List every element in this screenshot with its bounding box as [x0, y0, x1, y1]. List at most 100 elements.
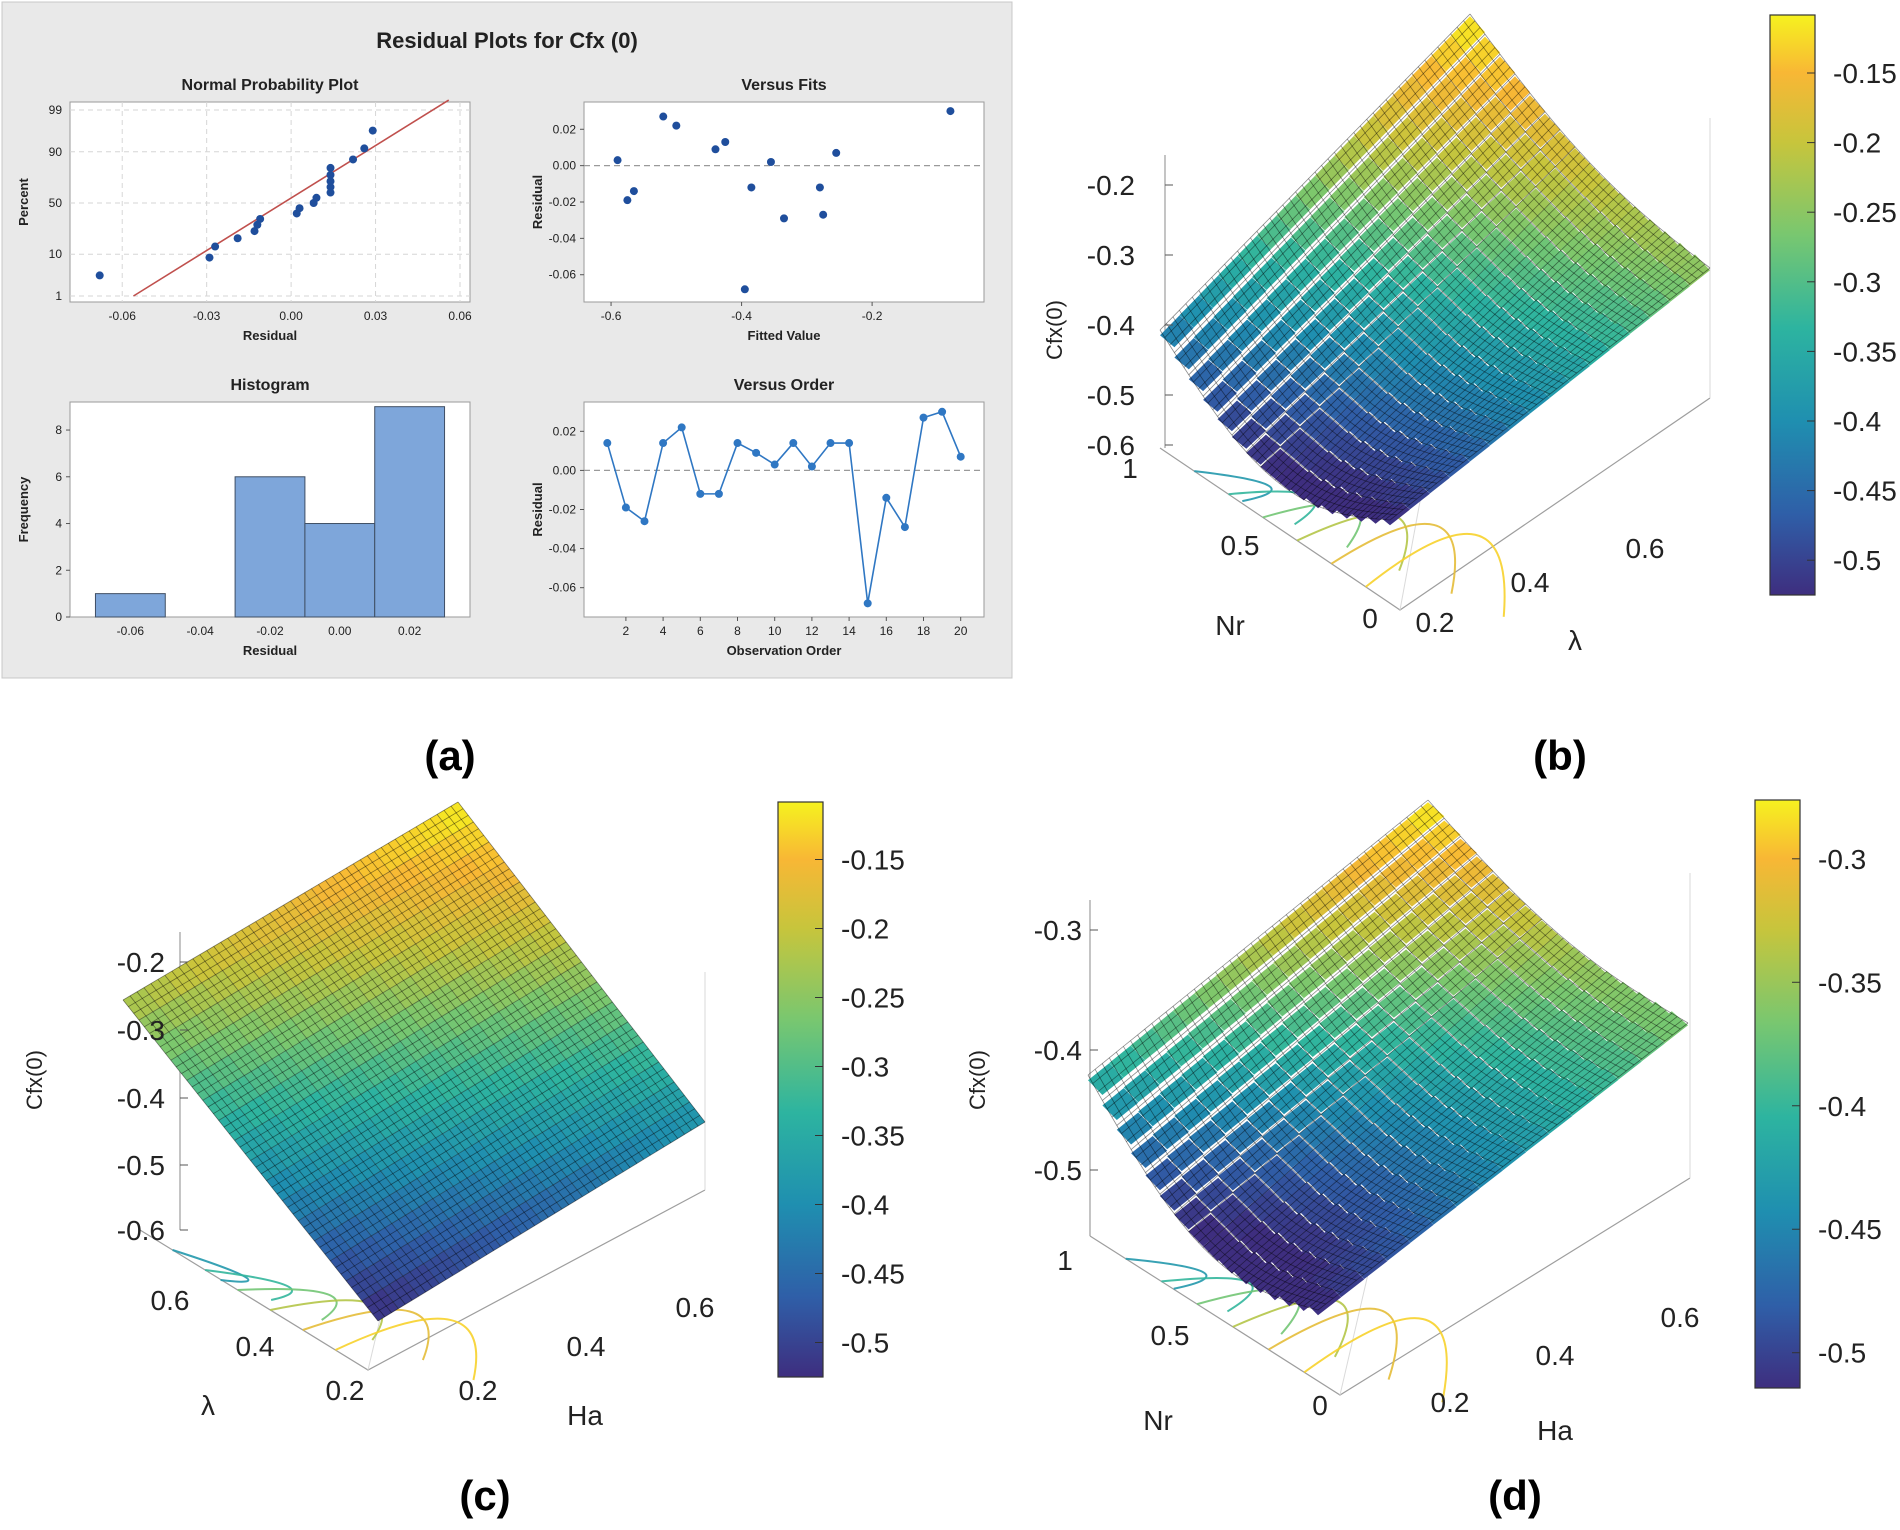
surface-patch	[344, 1151, 381, 1184]
mesh-line	[356, 1094, 685, 1295]
mesh-line	[314, 1041, 644, 1242]
surface-patch	[1461, 326, 1497, 358]
surface-patch	[285, 921, 322, 954]
surface-patch	[540, 1091, 577, 1125]
surface-patch	[1188, 1120, 1226, 1153]
data-point	[95, 271, 104, 280]
surface-patch	[1406, 440, 1441, 470]
surface-patch	[437, 1153, 474, 1187]
mesh-line	[1313, 202, 1631, 505]
surface-patch	[1440, 1045, 1479, 1078]
surface-patch	[1419, 1134, 1458, 1167]
surface-patch	[1349, 1041, 1388, 1074]
mesh-line	[345, 1081, 675, 1282]
surface-patch	[1426, 1167, 1465, 1200]
surface-patch	[1412, 322, 1448, 354]
surface-patch	[1402, 137, 1437, 172]
surface-patch	[1202, 1039, 1240, 1072]
mesh-line	[1322, 211, 1641, 509]
surface-patch	[375, 1191, 413, 1224]
surface-patch	[368, 871, 406, 904]
surface-patch	[396, 1178, 433, 1212]
surface-patch	[287, 1155, 324, 1189]
surface-patch	[1565, 301, 1601, 333]
mesh-line	[206, 950, 461, 1272]
floor-contour	[237, 1287, 338, 1321]
panel-c-surface: -0.2 -0.3 -0.4 -0.5 -0.6 Cfx(0) 0.6 0.4 0.2 0.2 0.…	[22, 801, 905, 1431]
mesh-line	[1178, 40, 1491, 361]
surface-patch	[306, 908, 343, 942]
surface-patch	[1173, 993, 1210, 1026]
surface-patch	[384, 891, 421, 924]
mesh-line	[298, 1021, 629, 1222]
surface-patch	[1145, 1052, 1182, 1085]
surface-patch	[1352, 471, 1387, 501]
surface-patch	[1349, 157, 1384, 191]
surface-patch	[1485, 1006, 1524, 1038]
mesh-line	[1158, 1017, 1396, 1251]
surface-patch	[1357, 448, 1392, 478]
mesh-line	[1328, 879, 1581, 1108]
data-point	[640, 517, 649, 526]
surface-patch	[1295, 319, 1330, 351]
surface-patch	[269, 901, 307, 934]
mesh-line	[1226, 105, 1541, 430]
surface-patch	[1449, 892, 1488, 924]
surface-patch	[1545, 217, 1581, 251]
xtick-label: -0.03	[193, 309, 221, 323]
surface-patch	[1437, 373, 1472, 405]
surface-patch	[1336, 1111, 1374, 1143]
surface-patch	[207, 1055, 245, 1088]
surface-mesh	[1159, 13, 1711, 526]
surface-patch	[1373, 237, 1408, 271]
surface-patch	[266, 1168, 303, 1201]
surface-patch	[1337, 892, 1375, 924]
data-point	[326, 183, 335, 192]
xtick-label: -0.2	[862, 309, 883, 323]
surface-patch	[374, 839, 411, 872]
surface-patch	[1577, 1000, 1617, 1033]
surface-patch	[1365, 1057, 1403, 1090]
floor-contour	[1232, 1298, 1349, 1358]
mesh-line	[1198, 67, 1511, 390]
surface-patch	[323, 1163, 361, 1196]
surface-patch	[1343, 1154, 1382, 1187]
surface-patch	[1195, 1080, 1233, 1112]
surface-patch	[1260, 1267, 1298, 1301]
surface-patch	[469, 1193, 506, 1227]
z-tick-label: -0.3	[1034, 915, 1082, 946]
surface-patch	[1368, 393, 1403, 424]
surface-patch	[550, 1026, 587, 1060]
surface-patch	[1252, 257, 1286, 290]
surface-patch	[1145, 1158, 1182, 1191]
surface-patch	[1328, 432, 1363, 462]
surface-patch	[1261, 319, 1296, 352]
mesh-line	[1332, 219, 1651, 512]
colorbar	[777, 801, 824, 1378]
surface-patch	[1227, 319, 1262, 352]
surface-patch	[164, 962, 202, 996]
surface-patch	[1600, 193, 1635, 226]
surface-patch	[380, 1158, 418, 1192]
surface-patch	[233, 1010, 270, 1044]
mesh-line	[1255, 978, 1618, 1289]
surface-patch	[1381, 478, 1416, 508]
surface-patch	[1400, 967, 1438, 999]
surface-patch	[1300, 279, 1335, 312]
mesh-line	[255, 968, 587, 1168]
mesh-line	[377, 1121, 706, 1322]
surface-patch	[1256, 215, 1291, 249]
surface-patch	[1279, 906, 1316, 938]
surface-patch	[1363, 421, 1398, 452]
surface-patch	[1288, 966, 1326, 999]
mesh-line	[207, 908, 541, 1108]
surface-patch	[410, 964, 447, 997]
data-point	[349, 155, 358, 164]
surface-patch	[1449, 1149, 1488, 1182]
surface-patch	[1635, 286, 1670, 318]
surface-patch	[1343, 1077, 1381, 1109]
surface-patch	[1402, 1052, 1441, 1084]
colorbar-tick-label: -0.4	[841, 1190, 889, 1221]
xtick-label: 18	[917, 624, 931, 638]
data-point	[752, 448, 761, 457]
